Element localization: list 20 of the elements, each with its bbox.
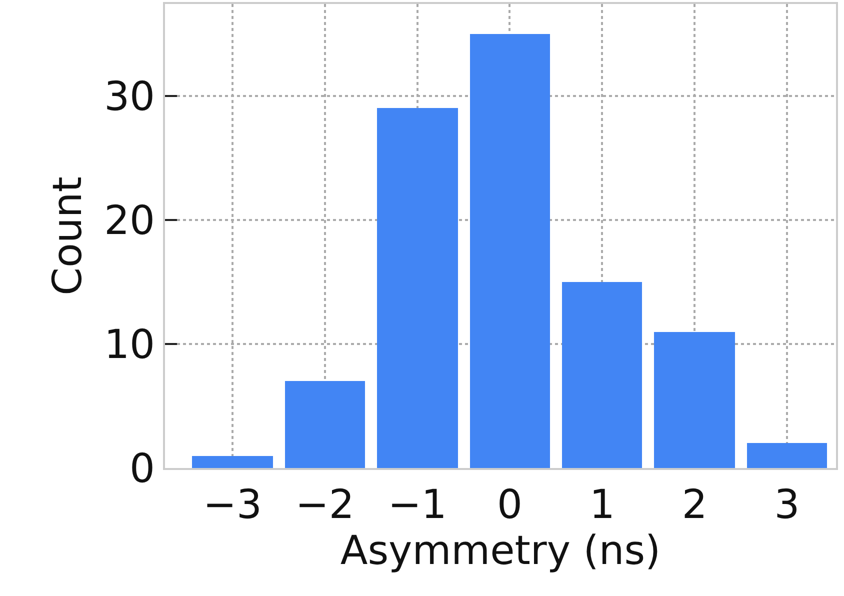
- y-tick-label: 30: [104, 74, 155, 120]
- x-tick-label: 0: [497, 482, 522, 528]
- y-tick-label: 0: [130, 446, 155, 492]
- x-tick-label: −3: [202, 482, 262, 528]
- x-tick-label: 3: [774, 482, 800, 528]
- bar: [562, 282, 642, 468]
- x-tick-label: 2: [682, 482, 708, 528]
- bar: [654, 332, 735, 468]
- bar: [470, 34, 550, 468]
- y-tick-label: 20: [104, 198, 155, 244]
- y-tick-label: 10: [104, 322, 155, 368]
- bar: [192, 456, 273, 468]
- bar: [377, 108, 458, 468]
- x-axis-title: Asymmetry (ns): [340, 528, 661, 574]
- x-tick-label: 1: [589, 482, 615, 528]
- y-axis-title: Count: [45, 176, 92, 296]
- x-tick-label: −2: [295, 482, 354, 528]
- bar: [747, 443, 827, 468]
- bar: [285, 381, 365, 468]
- x-tick-label: −1: [388, 482, 447, 528]
